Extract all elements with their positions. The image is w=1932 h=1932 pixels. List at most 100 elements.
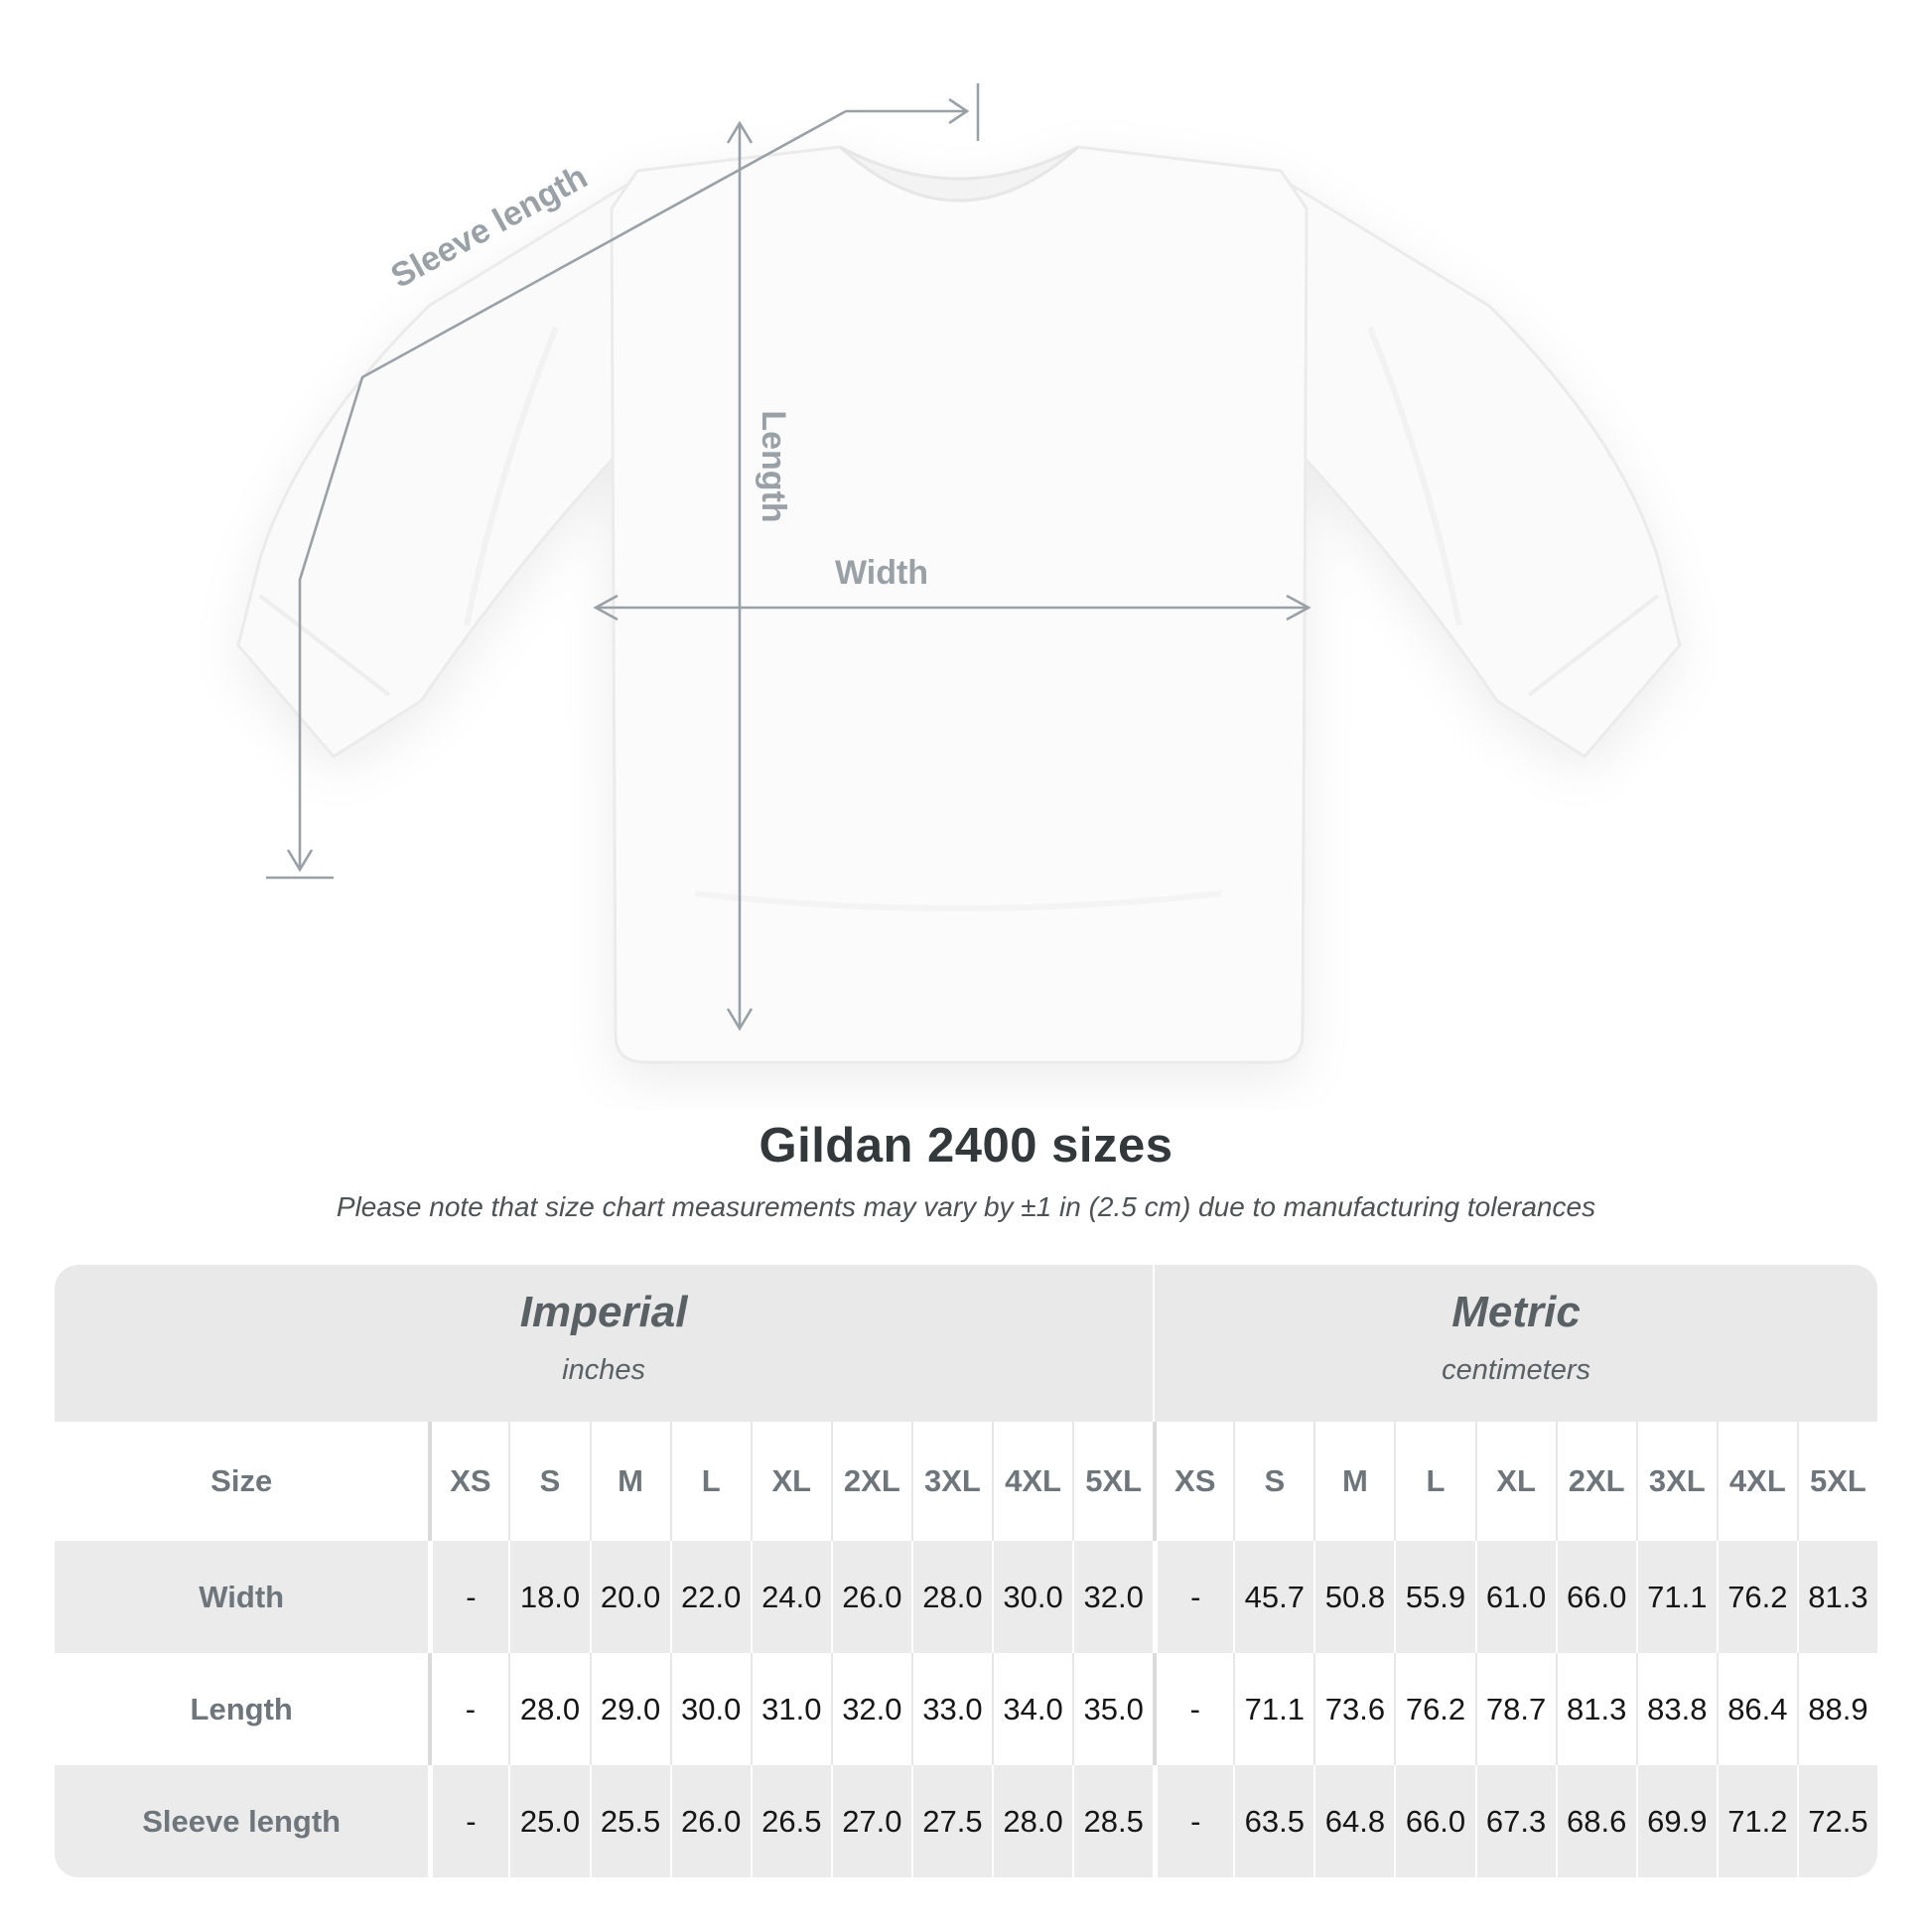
size-header-cell: Size	[210, 1463, 273, 1498]
table-cell: 63.5	[1233, 1765, 1313, 1877]
width-right-arrowhead	[1286, 594, 1311, 621]
imperial-label: Imperial	[519, 1288, 688, 1336]
column-header-imperial-l: L	[669, 1422, 751, 1541]
left-cuff-seam	[258, 594, 391, 697]
column-header-metric-5xl: 5XL	[1796, 1422, 1877, 1541]
column-header-metric-xl: XL	[1474, 1422, 1556, 1541]
metric-label: Metric	[1451, 1288, 1581, 1336]
table-cell: 71.1	[1635, 1541, 1717, 1653]
column-header-imperial-m: M	[589, 1422, 670, 1541]
imperial-group-header: Imperial inches	[55, 1265, 1153, 1422]
shirt-body	[610, 145, 1309, 1064]
width-left-arrowhead	[593, 594, 619, 621]
table-cell: 45.7	[1233, 1541, 1313, 1653]
table-cell: 55.9	[1394, 1541, 1474, 1653]
column-header-metric-m: M	[1313, 1422, 1394, 1541]
measurement-lines	[266, 83, 1311, 1032]
column-header-imperial-3xl: 3XL	[910, 1422, 992, 1541]
table-cell: 22.0	[669, 1541, 751, 1653]
tolerance-note: Please note that size chart measurements…	[336, 1191, 1596, 1222]
table-cell: 30.0	[992, 1541, 1072, 1653]
column-header-metric-s: S	[1233, 1422, 1313, 1541]
column-header-imperial-5xl: 5XL	[1072, 1422, 1153, 1541]
table-cell: 68.6	[1555, 1765, 1636, 1877]
column-header-metric-4xl: 4XL	[1716, 1422, 1797, 1541]
table-cell: 24.0	[750, 1541, 831, 1653]
shirt-measurement-diagram: Sleeve length Length Width	[236, 83, 1682, 1064]
table-cell: 72.5	[1796, 1765, 1877, 1877]
table-cell: 78.7	[1474, 1653, 1556, 1765]
table-cell: 64.8	[1313, 1765, 1394, 1877]
table-row-width: Width -18.0 20.0 22.0 24.0 26.0 28.0 30.0 32.0-4…	[55, 1541, 1877, 1653]
shirt-diagram-svg: Sleeve length Length Width	[236, 83, 1682, 1064]
column-header-imperial-xs: XS	[428, 1422, 508, 1541]
table-cell: 76.2	[1394, 1653, 1474, 1765]
table-cell: 67.3	[1474, 1765, 1556, 1877]
column-header-metric-3xl: 3XL	[1635, 1422, 1717, 1541]
table-cell: 35.0	[1072, 1653, 1153, 1765]
shirt-illustration	[236, 145, 1682, 1064]
sleeve-down-arrowhead	[286, 849, 314, 873]
table-cell: 32.0	[830, 1653, 911, 1765]
row-label: Length	[190, 1691, 293, 1726]
page-title: Gildan 2400 sizes	[759, 1119, 1173, 1173]
table-cell: 88.9	[1796, 1653, 1877, 1765]
table-row-sleeve-length: Sleeve length -25.0 25.5 26.0 26.5 27.0 27.5 28…	[55, 1765, 1877, 1877]
table-cell: -	[1153, 1765, 1233, 1877]
sleeve-right-arrowhead	[948, 97, 970, 125]
size-table: Imperial inches Metric centimeters Size …	[55, 1265, 1877, 1877]
column-header-metric-xs: XS	[1153, 1422, 1233, 1541]
sleeve-diagonal-line	[298, 109, 847, 868]
table-cell: 61.0	[1474, 1541, 1556, 1653]
shirt-left-sleeve	[236, 173, 645, 759]
column-header-imperial-2xl: 2XL	[830, 1422, 911, 1541]
table-cell: 33.0	[910, 1653, 992, 1765]
length-label: Length	[755, 410, 792, 522]
table-cell: 26.0	[830, 1541, 911, 1653]
row-label: Width	[199, 1579, 285, 1614]
shirt-right-sleeve	[1273, 173, 1682, 759]
table-cell: 66.0	[1394, 1765, 1474, 1877]
metric-group-header: Metric centimeters	[1153, 1265, 1877, 1422]
table-cell: 73.6	[1313, 1653, 1394, 1765]
table-cell: 66.0	[1555, 1541, 1636, 1653]
table-cell: 27.5	[910, 1765, 992, 1877]
table-cell: 83.8	[1635, 1653, 1717, 1765]
table-cell: -	[1153, 1653, 1233, 1765]
shirt-collar	[838, 145, 1080, 203]
table-cell: 71.2	[1716, 1765, 1797, 1877]
width-label: Width	[835, 554, 928, 592]
imperial-unit-label: inches	[562, 1354, 645, 1386]
fold-line	[464, 326, 559, 626]
table-cell: 26.0	[669, 1765, 751, 1877]
column-header-metric-l: L	[1394, 1422, 1474, 1541]
size-header-row: Size XS S M L XL 2XL 3XL 4XL 5XL XS S M L XL 2XL 3XL 4XL…	[55, 1422, 1877, 1541]
table-cell: 28.0	[508, 1653, 589, 1765]
table-cell: 28.5	[1072, 1765, 1153, 1877]
right-cuff-seam	[1527, 594, 1660, 697]
column-header-imperial-xl: XL	[750, 1422, 831, 1541]
table-cell: -	[428, 1653, 508, 1765]
table-cell: 81.3	[1796, 1541, 1877, 1653]
table-cell: 76.2	[1716, 1541, 1797, 1653]
table-cell: 81.3	[1555, 1653, 1636, 1765]
table-cell: 20.0	[589, 1541, 670, 1653]
table-cell: 50.8	[1313, 1541, 1394, 1653]
column-header-metric-2xl: 2XL	[1555, 1422, 1636, 1541]
metric-unit-label: centimeters	[1442, 1354, 1591, 1386]
table-cell: 32.0	[1072, 1541, 1153, 1653]
unit-group-row: Imperial inches Metric centimeters	[55, 1265, 1877, 1422]
row-label: Sleeve length	[142, 1803, 342, 1839]
table-cell: 29.0	[589, 1653, 670, 1765]
table-cell: 31.0	[750, 1653, 831, 1765]
table-cell: 30.0	[669, 1653, 751, 1765]
table-cell: 28.0	[992, 1765, 1072, 1877]
table-cell: 27.0	[830, 1765, 911, 1877]
table-cell: 71.1	[1233, 1653, 1313, 1765]
table-cell: 25.0	[508, 1765, 589, 1877]
column-header-imperial-4xl: 4XL	[992, 1422, 1072, 1541]
table-cell: -	[428, 1541, 508, 1653]
column-header-imperial-s: S	[508, 1422, 589, 1541]
length-down-arrowhead	[726, 1008, 754, 1032]
table-cell: 34.0	[992, 1653, 1072, 1765]
